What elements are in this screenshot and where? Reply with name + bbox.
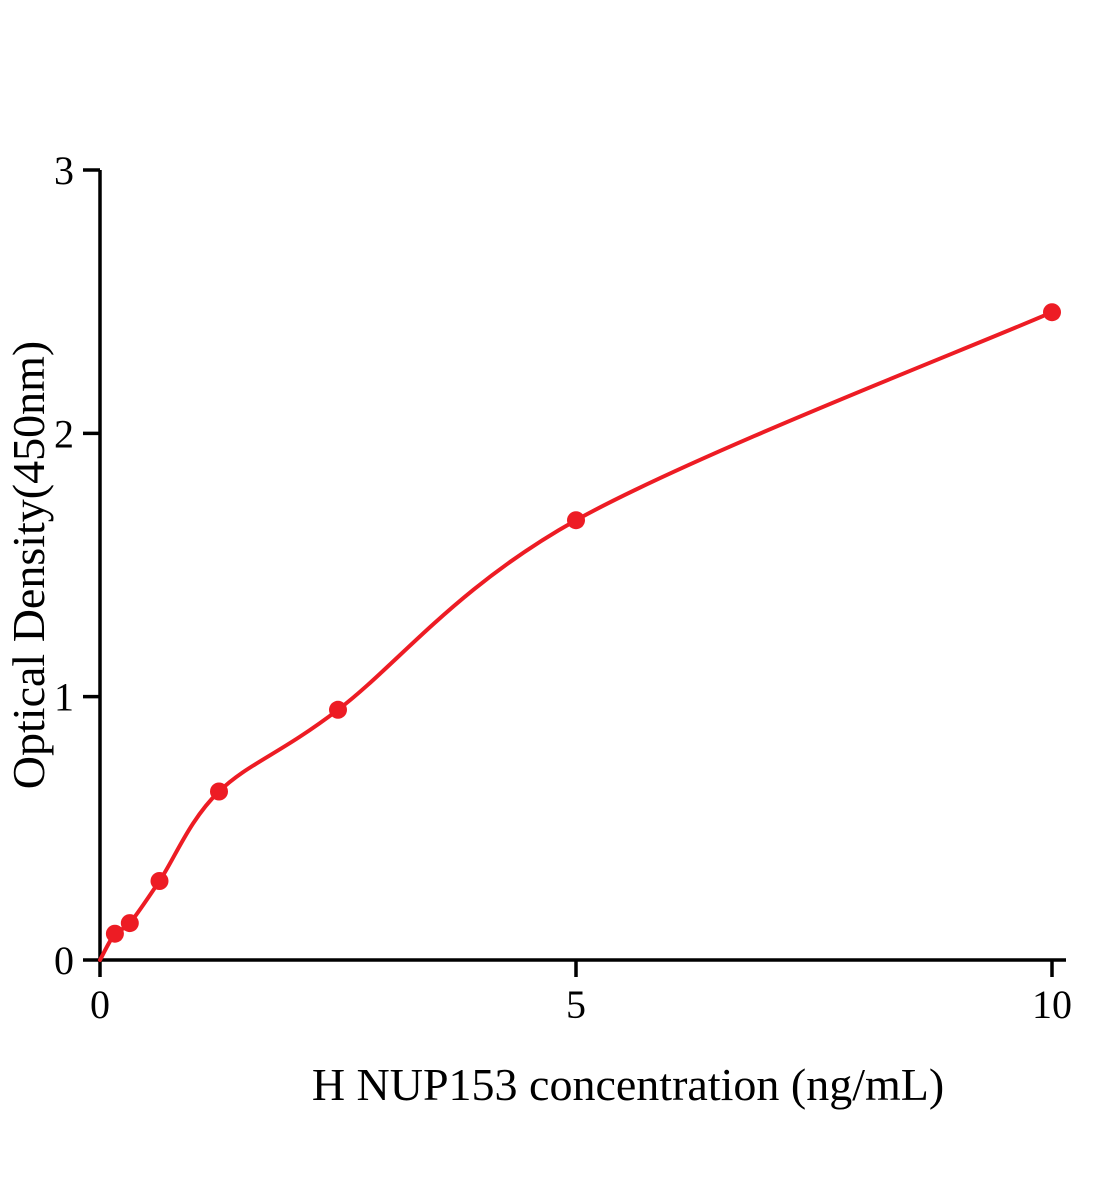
fit-curve xyxy=(98,310,1054,962)
axis-tick-labels: 0 5 10 0 1 2 3 xyxy=(54,148,1072,1027)
data-point xyxy=(150,872,169,890)
y-tick-label: 1 xyxy=(54,675,74,720)
data-point xyxy=(329,700,347,719)
axis-ticks xyxy=(83,168,1054,977)
data-points xyxy=(105,303,1061,943)
x-tick-label: 5 xyxy=(566,982,586,1027)
data-point xyxy=(210,782,228,801)
data-point xyxy=(567,511,585,530)
x-axis-title: H NUP153 concentration (ng/mL) xyxy=(312,1059,944,1110)
x-tick-label: 0 xyxy=(90,982,110,1027)
y-axis-title: Optical Density(450nm) xyxy=(3,341,54,789)
x-tick-label: 10 xyxy=(1032,982,1072,1027)
data-point xyxy=(120,914,139,933)
y-tick-label: 2 xyxy=(54,411,74,456)
axes xyxy=(98,170,1066,962)
y-tick-label: 3 xyxy=(54,148,74,193)
data-point xyxy=(105,924,124,943)
y-tick-label: 0 xyxy=(54,938,74,983)
data-point xyxy=(1043,303,1061,322)
